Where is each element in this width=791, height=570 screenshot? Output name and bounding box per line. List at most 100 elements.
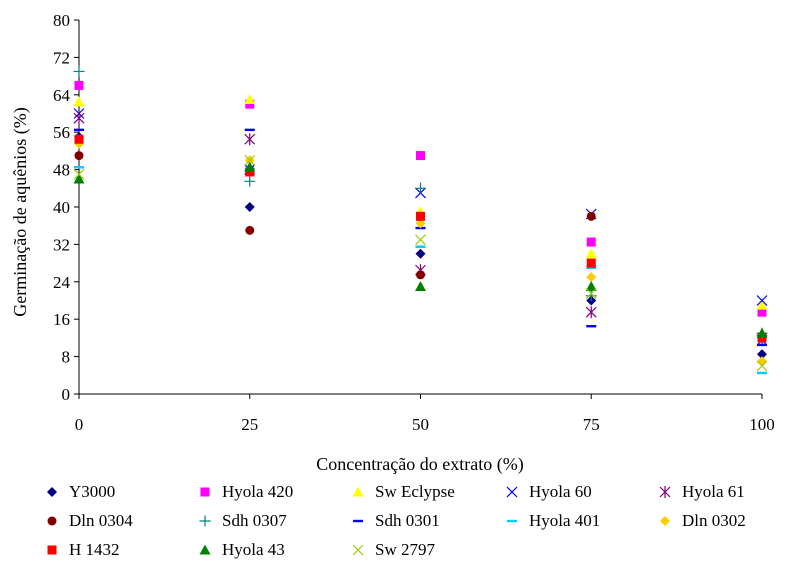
legend-label: Sdh 0301 bbox=[375, 511, 440, 530]
data-point bbox=[585, 248, 597, 259]
legend-item: Dln 0304 bbox=[47, 511, 133, 530]
series-group bbox=[73, 161, 768, 338]
data-point bbox=[73, 112, 85, 125]
data-point bbox=[73, 173, 85, 184]
data-point bbox=[245, 99, 255, 109]
series-group bbox=[73, 154, 768, 372]
x-tick-label: 50 bbox=[412, 415, 429, 434]
data-point bbox=[244, 202, 255, 212]
data-point bbox=[586, 237, 596, 247]
y-tick-label: 80 bbox=[53, 11, 70, 30]
legend-label: Dln 0302 bbox=[682, 511, 746, 530]
legend-marker bbox=[47, 545, 57, 555]
series-group bbox=[74, 128, 767, 347]
legend-item: Sw Eclypse bbox=[352, 482, 455, 501]
data-point bbox=[73, 65, 85, 77]
legend-marker bbox=[659, 486, 671, 498]
data-point bbox=[756, 327, 768, 338]
legend-marker bbox=[200, 487, 210, 497]
legend-label: Hyola 401 bbox=[529, 511, 600, 530]
legend-label: Sw Eclypse bbox=[375, 482, 455, 501]
legend-item: Sdh 0301 bbox=[353, 511, 440, 530]
legend-item: Hyola 420 bbox=[200, 482, 293, 501]
legend-label: Dln 0304 bbox=[69, 511, 133, 530]
data-point bbox=[585, 280, 597, 291]
series-group bbox=[73, 112, 768, 347]
y-tick-label: 24 bbox=[53, 273, 71, 292]
data-point bbox=[415, 248, 426, 259]
legend-label: Sdh 0307 bbox=[222, 511, 287, 530]
series-group bbox=[74, 134, 767, 343]
legend-marker bbox=[47, 487, 57, 497]
y-axis-label: Germinação de aquênios (%) bbox=[10, 107, 31, 316]
x-ticks: 0 25 50 75 100 bbox=[75, 394, 775, 434]
data-point bbox=[586, 258, 596, 268]
x-tick-label: 100 bbox=[749, 415, 775, 434]
legend-marker bbox=[199, 515, 211, 527]
data-points bbox=[73, 65, 768, 375]
data-point bbox=[74, 80, 84, 90]
data-point bbox=[415, 182, 426, 194]
data-point bbox=[756, 360, 768, 372]
legend-item: Hyola 60 bbox=[506, 482, 592, 501]
data-point bbox=[244, 161, 256, 172]
legend: Y3000 Hyola 420 Sw Eclypse Hyola 60 Hyola 61… bbox=[47, 482, 746, 559]
data-point bbox=[74, 151, 84, 161]
data-point bbox=[416, 151, 425, 161]
data-point bbox=[415, 218, 426, 229]
y-tick-label: 64 bbox=[53, 86, 71, 105]
legend-marker bbox=[353, 519, 363, 523]
data-point bbox=[585, 306, 597, 319]
legend-label: Hyola 60 bbox=[529, 482, 592, 501]
data-point bbox=[415, 234, 426, 246]
data-point bbox=[244, 154, 256, 166]
data-point bbox=[757, 343, 767, 347]
legend-item: Y3000 bbox=[47, 482, 115, 501]
data-point bbox=[244, 128, 255, 132]
legend-label: Hyola 420 bbox=[222, 482, 293, 501]
y-tick-label: 8 bbox=[62, 348, 71, 367]
data-point bbox=[586, 211, 596, 221]
legend-label: Sw 2797 bbox=[375, 540, 435, 559]
legend-item: Hyola 61 bbox=[659, 482, 745, 501]
x-axis-label: Concentração do extrato (%) bbox=[316, 454, 523, 475]
legend-label: H 1432 bbox=[69, 540, 120, 559]
data-point bbox=[73, 96, 85, 107]
data-point bbox=[586, 325, 597, 328]
data-point bbox=[244, 93, 256, 104]
data-point bbox=[244, 175, 256, 187]
x-tick-label: 75 bbox=[583, 415, 600, 434]
data-point bbox=[757, 371, 767, 375]
legend-item: Hyola 43 bbox=[199, 540, 285, 559]
data-point bbox=[586, 266, 597, 269]
data-point bbox=[757, 333, 767, 343]
legend-marker bbox=[352, 486, 364, 497]
legend-label: Hyola 61 bbox=[682, 482, 745, 501]
data-point bbox=[757, 356, 767, 367]
y-tick-label: 40 bbox=[53, 198, 70, 217]
y-tick-label: 56 bbox=[53, 123, 70, 142]
data-point bbox=[74, 134, 84, 144]
data-point bbox=[74, 166, 84, 169]
data-point bbox=[415, 245, 426, 248]
data-point bbox=[74, 128, 84, 132]
data-point bbox=[416, 270, 425, 280]
data-point bbox=[756, 295, 768, 306]
x-tick-label: 0 bbox=[75, 415, 84, 434]
data-point bbox=[244, 133, 256, 146]
data-point bbox=[757, 349, 767, 360]
data-point bbox=[416, 211, 425, 221]
x-tick-label: 25 bbox=[241, 415, 258, 434]
data-point bbox=[585, 290, 597, 302]
data-point bbox=[757, 307, 767, 317]
legend-marker bbox=[352, 544, 364, 556]
y-tick-label: 72 bbox=[53, 48, 70, 67]
data-point bbox=[586, 272, 597, 283]
legend-item: Sdh 0307 bbox=[199, 511, 287, 530]
legend-item: Dln 0302 bbox=[660, 511, 746, 530]
y-ticks: 0 8 16 24 32 40 48 56 64 72 80 bbox=[53, 11, 79, 404]
data-point bbox=[585, 288, 597, 299]
legend-item: Hyola 401 bbox=[507, 511, 600, 530]
legend-marker bbox=[660, 516, 670, 526]
